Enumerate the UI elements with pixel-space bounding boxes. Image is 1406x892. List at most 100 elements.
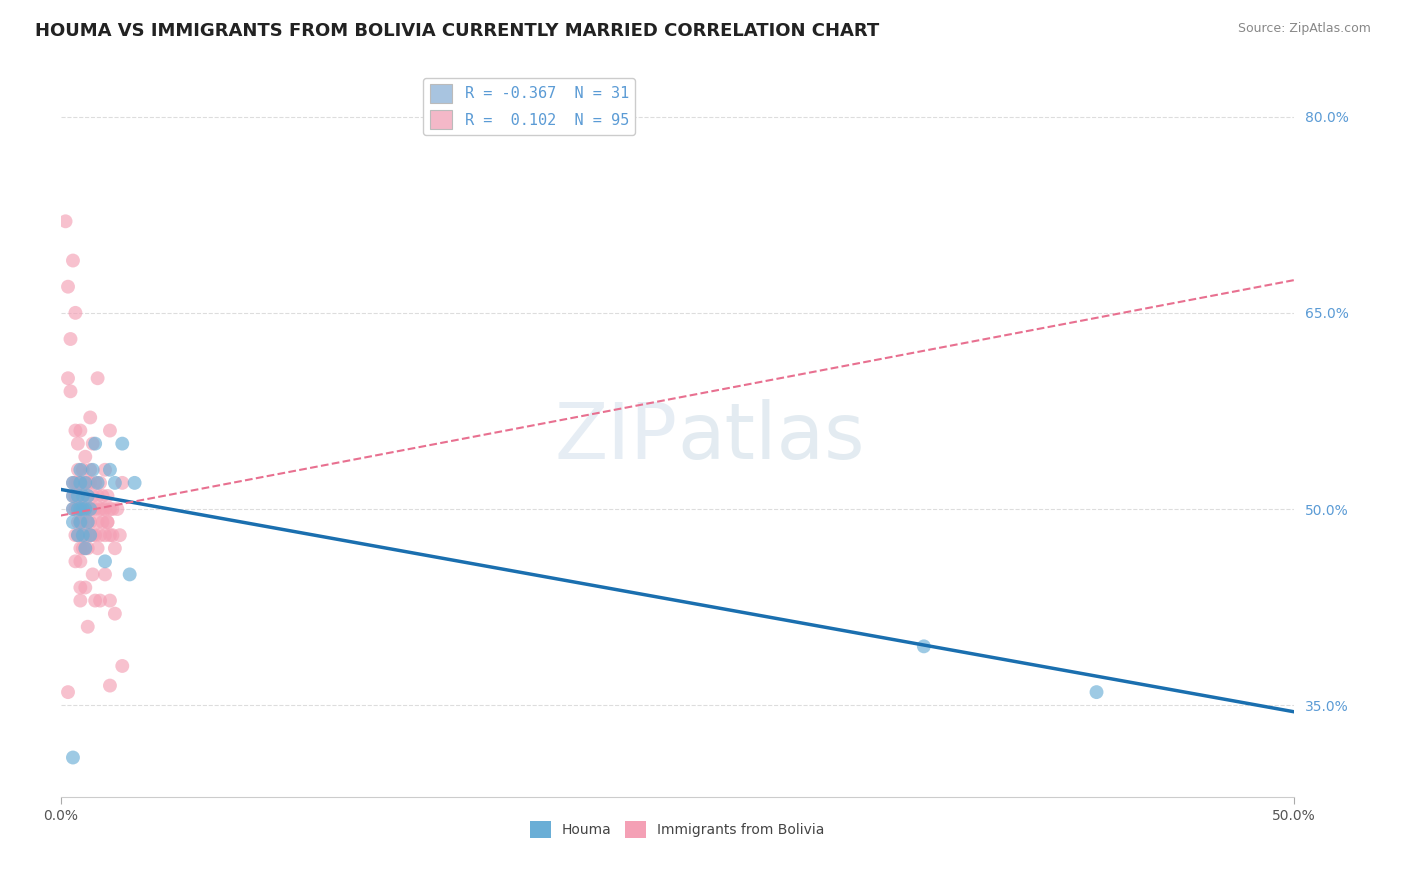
Point <box>69 593 91 607</box>
Point <box>69 502 91 516</box>
Point <box>89 502 111 516</box>
Point <box>65 424 87 438</box>
Point <box>89 528 111 542</box>
Point <box>66 436 89 450</box>
Point <box>75 581 97 595</box>
Point <box>69 554 91 568</box>
Point <box>76 541 98 556</box>
Point <box>82 463 104 477</box>
Point <box>82 528 104 542</box>
Point <box>72 528 94 542</box>
Text: ZIP: ZIP <box>554 399 678 475</box>
Point <box>75 541 97 556</box>
Point <box>72 541 94 556</box>
Point <box>84 502 107 516</box>
Point <box>912 640 935 654</box>
Point <box>91 515 114 529</box>
Point <box>104 475 127 490</box>
Point <box>66 515 89 529</box>
Point <box>1085 685 1108 699</box>
Point <box>98 679 121 693</box>
Point <box>56 371 79 385</box>
Point <box>89 475 111 490</box>
Point <box>69 463 91 477</box>
Point <box>76 489 98 503</box>
Point <box>79 475 101 490</box>
Point <box>66 475 89 490</box>
Point <box>82 489 104 503</box>
Point <box>65 554 87 568</box>
Point <box>94 528 117 542</box>
Point <box>86 371 108 385</box>
Point <box>62 502 84 516</box>
Point <box>62 489 84 503</box>
Point <box>75 450 97 464</box>
Point <box>69 475 91 490</box>
Point <box>79 502 101 516</box>
Point <box>86 515 108 529</box>
Point <box>72 489 94 503</box>
Point <box>65 306 87 320</box>
Point <box>69 515 91 529</box>
Point <box>111 436 134 450</box>
Point <box>76 620 98 634</box>
Point <box>62 475 84 490</box>
Point <box>66 489 89 503</box>
Point <box>111 659 134 673</box>
Point <box>82 502 104 516</box>
Point <box>65 475 87 490</box>
Point <box>108 528 131 542</box>
Point <box>101 528 124 542</box>
Point <box>76 502 98 516</box>
Text: Source: ZipAtlas.com: Source: ZipAtlas.com <box>1237 22 1371 36</box>
Point <box>72 528 94 542</box>
Point <box>104 541 127 556</box>
Point <box>66 528 89 542</box>
Point <box>72 515 94 529</box>
Point <box>91 489 114 503</box>
Point <box>66 489 89 503</box>
Point <box>59 332 82 346</box>
Point <box>75 475 97 490</box>
Point <box>79 410 101 425</box>
Text: HOUMA VS IMMIGRANTS FROM BOLIVIA CURRENTLY MARRIED CORRELATION CHART: HOUMA VS IMMIGRANTS FROM BOLIVIA CURRENT… <box>35 22 879 40</box>
Point <box>79 528 101 542</box>
Point <box>69 515 91 529</box>
Point <box>75 541 97 556</box>
Point <box>75 528 97 542</box>
Point <box>72 502 94 516</box>
Point <box>94 554 117 568</box>
Point <box>86 475 108 490</box>
Point <box>66 528 89 542</box>
Point <box>76 515 98 529</box>
Point <box>96 515 118 529</box>
Point <box>86 489 108 503</box>
Point <box>62 475 84 490</box>
Point <box>66 502 89 516</box>
Point <box>75 502 97 516</box>
Point <box>96 489 118 503</box>
Point <box>86 541 108 556</box>
Point <box>84 475 107 490</box>
Point <box>72 463 94 477</box>
Point <box>79 463 101 477</box>
Point <box>65 489 87 503</box>
Point <box>69 581 91 595</box>
Point <box>72 489 94 503</box>
Point <box>75 475 97 490</box>
Point <box>94 567 117 582</box>
Point <box>62 750 84 764</box>
Point <box>69 424 91 438</box>
Point <box>94 463 117 477</box>
Point <box>76 489 98 503</box>
Point <box>75 502 97 516</box>
Point <box>69 502 91 516</box>
Point <box>69 475 91 490</box>
Point <box>55 214 77 228</box>
Point <box>118 567 141 582</box>
Point <box>66 502 89 516</box>
Point <box>84 436 107 450</box>
Point <box>124 475 146 490</box>
Point <box>111 475 134 490</box>
Point <box>91 502 114 516</box>
